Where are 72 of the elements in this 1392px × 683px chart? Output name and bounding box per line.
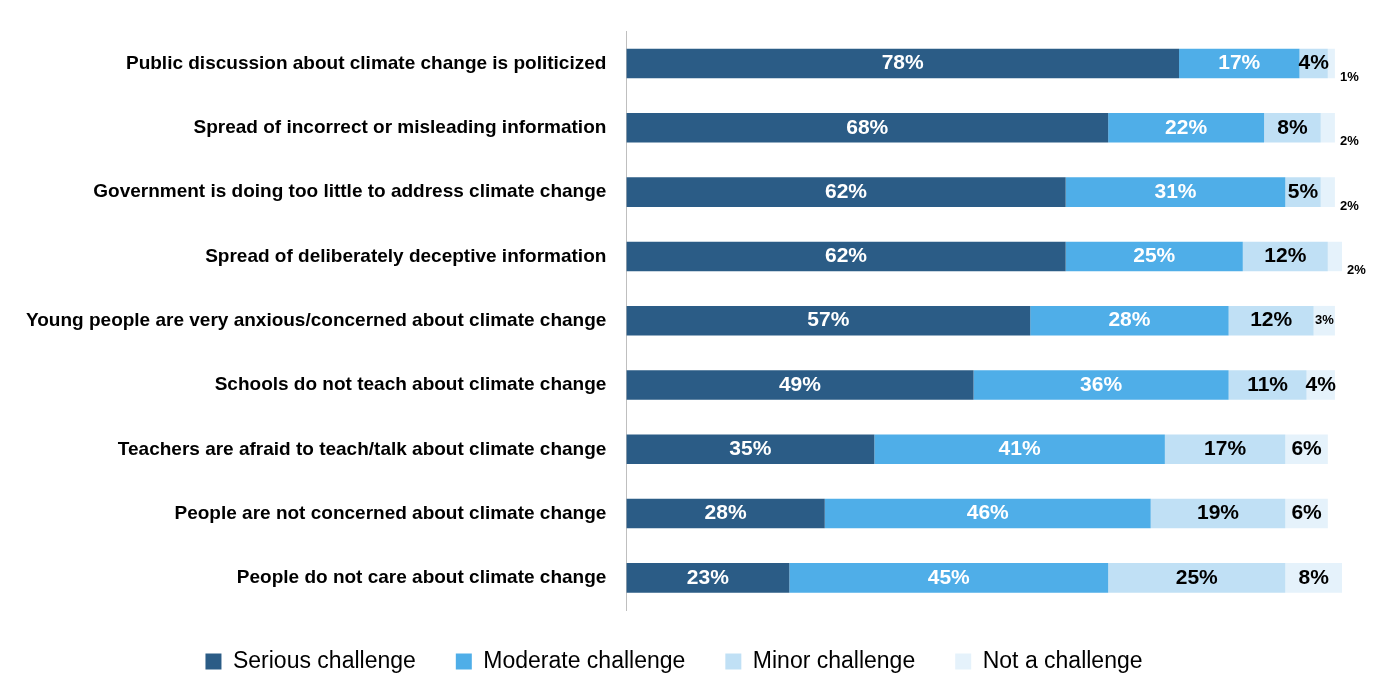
bar [626, 113, 1109, 143]
data-label: 35% [729, 436, 772, 460]
legend-label: Serious challenge [232, 646, 416, 673]
data-label: 6% [1291, 436, 1323, 460]
data-label: 4% [1305, 371, 1337, 395]
y-tick-label: People are not concerned about climate change [174, 501, 607, 523]
bar [1065, 177, 1286, 207]
y-tick-label: Schools do not teach about climate change [214, 373, 607, 395]
bar [626, 241, 1066, 272]
data-label: 2% [1339, 197, 1360, 213]
data-label: 8% [1277, 114, 1308, 138]
bar [1030, 305, 1229, 336]
data-label: 25% [1175, 564, 1219, 588]
y-tick-label: Government is doing too little to address climate change [93, 180, 607, 202]
bar [626, 177, 1066, 207]
bar [1327, 241, 1342, 272]
data-label: 6% [1291, 500, 1323, 524]
bar [1108, 563, 1286, 593]
bar [626, 48, 1180, 79]
y-tick-label: Young people are very anxious/concerned about climate change [25, 308, 607, 330]
bar [874, 434, 1165, 465]
data-label: 12% [1264, 243, 1307, 267]
data-label: 28% [1108, 307, 1151, 331]
data-label: 2% [1339, 133, 1360, 149]
data-label: 78% [881, 50, 925, 74]
y-tick-label: Public discussion about climate change is politicized [125, 51, 607, 73]
data-label: 28% [704, 500, 747, 524]
data-label: 17% [1218, 50, 1261, 74]
bar [973, 370, 1229, 400]
bar [1164, 434, 1286, 465]
legend-label: Minor challenge [752, 646, 916, 673]
data-label: 2% [1347, 261, 1367, 277]
bar [1327, 48, 1335, 79]
data-label: 46% [966, 500, 1010, 524]
data-label: 62% [825, 243, 868, 267]
legend-label: Moderate challenge [483, 646, 686, 673]
data-label: 31% [1154, 178, 1197, 202]
data-label: 22% [1165, 114, 1208, 138]
y-tick-label: Teachers are afraid to teach/talk about climate change [117, 437, 607, 459]
data-label: 11% [1247, 371, 1289, 395]
data-label: 8% [1298, 564, 1330, 588]
bar [626, 434, 875, 465]
legend-label: Not a challenge [982, 646, 1143, 673]
data-label: 41% [998, 436, 1041, 460]
bar [824, 498, 1151, 529]
data-label: 45% [927, 564, 971, 588]
y-tick-label: Spread of incorrect or misleading information [193, 116, 607, 138]
bar [789, 563, 1109, 593]
data-label: 4% [1298, 50, 1330, 74]
data-label: 3% [1314, 312, 1335, 328]
y-tick-label: People do not care about climate change [236, 566, 607, 588]
data-label: 23% [686, 564, 730, 588]
bar [1320, 113, 1335, 143]
data-label: 12% [1250, 307, 1293, 331]
bar [1320, 177, 1335, 207]
bar [1065, 241, 1243, 272]
bar [626, 498, 825, 529]
data-label: 17% [1204, 436, 1247, 460]
data-label: 19% [1196, 500, 1240, 524]
data-label: 68% [846, 114, 889, 138]
data-label: 62% [825, 178, 868, 202]
bar [626, 370, 974, 400]
data-label: 57% [807, 307, 850, 331]
data-label: 25% [1133, 243, 1176, 267]
data-label: 49% [778, 371, 822, 395]
data-label: 1% [1339, 69, 1360, 85]
bar [1108, 113, 1265, 143]
data-label: 5% [1287, 178, 1319, 202]
data-label: 36% [1080, 371, 1123, 395]
bar [626, 305, 1031, 336]
bar [626, 563, 790, 593]
y-tick-label: Spread of deliberately deceptive information [205, 244, 607, 266]
